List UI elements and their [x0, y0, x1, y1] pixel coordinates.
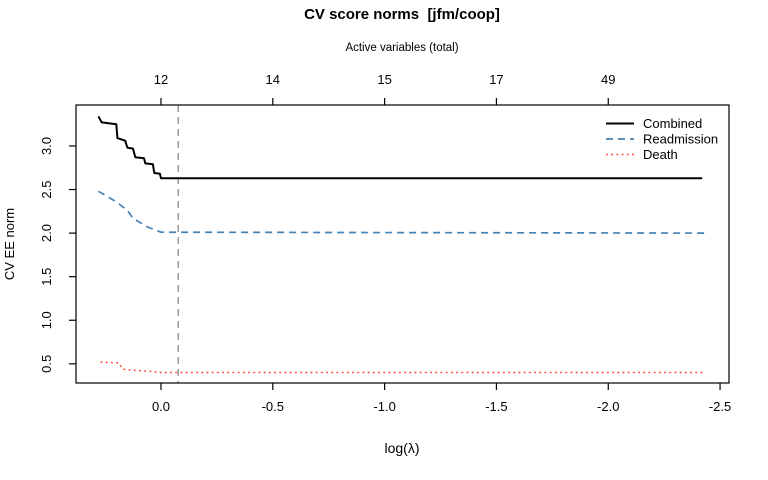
legend-label-death: Death: [643, 147, 678, 162]
plot-border: [75, 104, 730, 384]
series-lines: [97, 115, 705, 374]
top-axis-label: Active variables (total): [345, 42, 458, 54]
y-tick-label: 2.5: [39, 180, 54, 198]
y-tick-label: 1.5: [39, 268, 54, 286]
top-axis-ticks: 12 14 15 17 49: [154, 72, 615, 105]
series-line-combined: [97, 115, 703, 180]
series-line-readmission: [97, 190, 705, 234]
chart-title: CV score norms [jfm/coop]: [304, 6, 500, 23]
legend-label-combined: Combined: [643, 116, 702, 131]
x-axis-label: log(λ): [384, 440, 419, 456]
top-tick-label: 49: [601, 72, 615, 87]
x-tick-label: 0.0: [152, 399, 170, 414]
x-axis-ticks: 0.0 -0.5 -1.0 -1.5 -2.0 -2.5: [152, 383, 731, 414]
top-tick-label: 17: [489, 72, 503, 87]
y-tick-label: 1.0: [39, 311, 54, 329]
x-tick-label: -0.5: [262, 399, 284, 414]
series-line-death: [100, 361, 705, 374]
y-axis-ticks: 0.5 1.0 1.5 2.0 2.5 3.0: [39, 137, 76, 373]
top-tick-label: 12: [154, 72, 168, 87]
x-tick-label: -2.0: [597, 399, 619, 414]
legend-label-readmission: Readmission: [643, 132, 718, 147]
y-tick-label: 3.0: [39, 137, 54, 155]
top-tick-label: 14: [266, 72, 280, 87]
y-tick-label: 0.5: [39, 355, 54, 373]
x-tick-label: -1.5: [485, 399, 507, 414]
top-tick-label: 15: [377, 72, 391, 87]
x-tick-label: -1.0: [373, 399, 395, 414]
y-axis-label: CV EE norm: [2, 208, 17, 280]
x-tick-label: -2.5: [709, 399, 731, 414]
y-tick-label: 2.0: [39, 224, 54, 242]
